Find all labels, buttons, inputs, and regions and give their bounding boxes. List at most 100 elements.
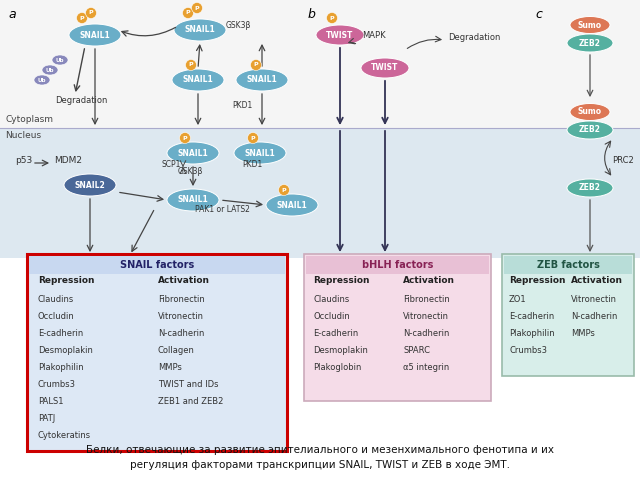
Text: E-cadherin: E-cadherin bbox=[313, 329, 358, 338]
Text: Collagen: Collagen bbox=[158, 346, 195, 355]
Text: TWIST: TWIST bbox=[371, 63, 399, 72]
Text: p53: p53 bbox=[15, 156, 32, 165]
Ellipse shape bbox=[64, 174, 116, 196]
Text: Occludin: Occludin bbox=[313, 312, 349, 321]
Text: Vitronectin: Vitronectin bbox=[403, 312, 449, 321]
Text: Fibronectin: Fibronectin bbox=[403, 295, 450, 304]
Text: SNAIL1: SNAIL1 bbox=[178, 195, 209, 204]
Ellipse shape bbox=[361, 58, 409, 78]
Circle shape bbox=[186, 60, 196, 71]
Text: TWIST: TWIST bbox=[326, 31, 354, 39]
Text: Sumo: Sumo bbox=[578, 21, 602, 29]
Text: Degradation: Degradation bbox=[448, 34, 500, 43]
Text: P: P bbox=[182, 135, 188, 141]
Text: Activation: Activation bbox=[403, 276, 455, 285]
Text: Белки, отвечающие за развитие эпителиального и мезенхимального фенотипа и их: Белки, отвечающие за развитие эпителиаль… bbox=[86, 445, 554, 455]
Text: ZO1: ZO1 bbox=[509, 295, 527, 304]
Circle shape bbox=[86, 8, 97, 19]
Text: SNAIL factors: SNAIL factors bbox=[120, 260, 194, 270]
Text: c: c bbox=[535, 8, 542, 21]
Text: Ub: Ub bbox=[45, 68, 54, 72]
Text: P: P bbox=[80, 15, 84, 21]
Circle shape bbox=[182, 8, 193, 19]
Circle shape bbox=[179, 132, 191, 144]
Text: N-cadherin: N-cadherin bbox=[571, 312, 618, 321]
Text: Cytokeratins: Cytokeratins bbox=[38, 431, 91, 440]
Ellipse shape bbox=[567, 121, 613, 139]
Text: SNAIL1: SNAIL1 bbox=[246, 75, 277, 84]
Text: P: P bbox=[189, 62, 193, 68]
Ellipse shape bbox=[69, 24, 121, 46]
Text: P: P bbox=[186, 11, 190, 15]
Text: MAPK: MAPK bbox=[362, 31, 386, 40]
Text: Claudins: Claudins bbox=[38, 295, 74, 304]
FancyBboxPatch shape bbox=[27, 254, 287, 451]
Circle shape bbox=[248, 132, 259, 144]
Text: SNAIL1: SNAIL1 bbox=[276, 201, 307, 209]
Text: Plakoglobin: Plakoglobin bbox=[313, 363, 362, 372]
Text: MMPs: MMPs bbox=[571, 329, 595, 338]
Bar bbox=[504, 256, 632, 274]
Ellipse shape bbox=[34, 75, 50, 85]
Text: PKD1: PKD1 bbox=[242, 160, 262, 169]
Ellipse shape bbox=[167, 189, 219, 211]
Text: P: P bbox=[195, 5, 199, 11]
Text: Activation: Activation bbox=[158, 276, 210, 285]
Ellipse shape bbox=[266, 194, 318, 216]
Text: E-cadherin: E-cadherin bbox=[509, 312, 554, 321]
Text: b: b bbox=[308, 8, 316, 21]
Ellipse shape bbox=[570, 16, 610, 34]
Text: SCP1: SCP1 bbox=[162, 160, 181, 169]
Text: ZEB2: ZEB2 bbox=[579, 38, 601, 48]
Text: Desmoplakin: Desmoplakin bbox=[38, 346, 93, 355]
Text: SNAIL1: SNAIL1 bbox=[178, 148, 209, 157]
Text: Claudins: Claudins bbox=[313, 295, 349, 304]
Ellipse shape bbox=[167, 142, 219, 164]
Text: Crumbs3: Crumbs3 bbox=[509, 346, 547, 355]
Text: ZEB2: ZEB2 bbox=[579, 183, 601, 192]
Bar bbox=[0, 128, 640, 258]
Text: Vitronectin: Vitronectin bbox=[571, 295, 617, 304]
Text: Ub: Ub bbox=[38, 77, 46, 83]
Ellipse shape bbox=[234, 142, 286, 164]
Text: P: P bbox=[89, 11, 93, 15]
Text: SNAIL2: SNAIL2 bbox=[75, 180, 106, 190]
Ellipse shape bbox=[316, 25, 364, 45]
Text: Fibronectin: Fibronectin bbox=[158, 295, 205, 304]
Text: Activation: Activation bbox=[571, 276, 623, 285]
Text: PRC2: PRC2 bbox=[612, 156, 634, 165]
Ellipse shape bbox=[236, 69, 288, 91]
Text: SNAIL1: SNAIL1 bbox=[182, 75, 213, 84]
Text: Repression: Repression bbox=[38, 276, 95, 285]
Text: Desmoplakin: Desmoplakin bbox=[313, 346, 368, 355]
Text: Occludin: Occludin bbox=[38, 312, 75, 321]
Text: регуляция факторами транскрипции SNAIL, TWIST и ZEB в ходе ЭМТ.: регуляция факторами транскрипции SNAIL, … bbox=[130, 460, 510, 470]
Bar bbox=[0, 258, 640, 480]
Text: Repression: Repression bbox=[509, 276, 566, 285]
Ellipse shape bbox=[570, 104, 610, 120]
Ellipse shape bbox=[172, 69, 224, 91]
Text: Ub: Ub bbox=[56, 58, 64, 62]
Text: MDM2: MDM2 bbox=[54, 156, 82, 165]
Text: Degradation: Degradation bbox=[55, 96, 108, 105]
Text: Cytoplasm: Cytoplasm bbox=[5, 115, 53, 124]
Ellipse shape bbox=[52, 55, 68, 65]
Text: ZEB factors: ZEB factors bbox=[536, 260, 600, 270]
Text: P: P bbox=[330, 15, 334, 21]
Text: SNAIL1: SNAIL1 bbox=[184, 25, 216, 35]
Ellipse shape bbox=[567, 179, 613, 197]
Circle shape bbox=[326, 12, 337, 24]
Text: SPARC: SPARC bbox=[403, 346, 430, 355]
Text: Crumbs3: Crumbs3 bbox=[38, 380, 76, 389]
Text: P: P bbox=[282, 188, 286, 192]
Text: ZEB2: ZEB2 bbox=[579, 125, 601, 134]
Text: P: P bbox=[253, 62, 259, 68]
Text: N-cadherin: N-cadherin bbox=[403, 329, 449, 338]
Text: MMPs: MMPs bbox=[158, 363, 182, 372]
Text: TWIST and IDs: TWIST and IDs bbox=[158, 380, 218, 389]
Circle shape bbox=[191, 2, 202, 13]
Text: P: P bbox=[251, 135, 255, 141]
Text: SNAIL1: SNAIL1 bbox=[79, 31, 110, 39]
Text: Repression: Repression bbox=[313, 276, 369, 285]
Text: GSK3β: GSK3β bbox=[226, 21, 252, 30]
